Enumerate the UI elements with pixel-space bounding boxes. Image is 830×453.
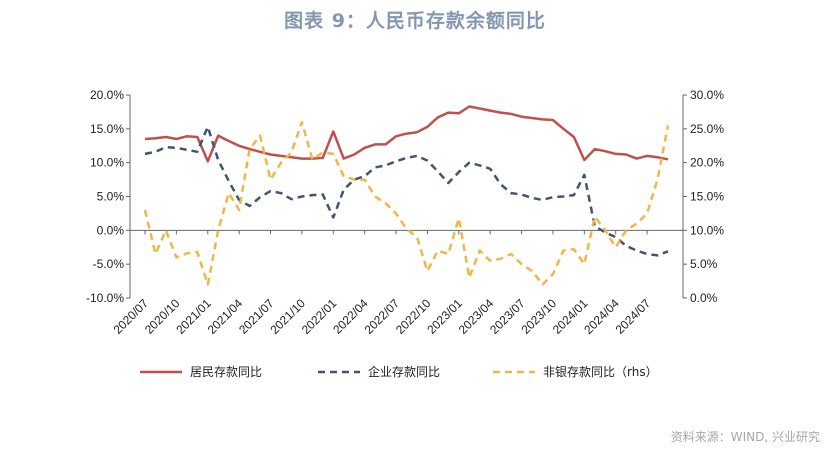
series-line-2 <box>143 120 670 286</box>
axes: -10.0% -5.0% 0.0% 5.0% 10.0% 15.0% 20.0% 0.0% 5.… <box>86 88 724 337</box>
left-tick-label: 15.0% <box>90 122 124 136</box>
legend: 居民存款同比 企业存款同比 非银存款同比（rhs） <box>140 364 658 379</box>
series-line-1 <box>144 125 669 257</box>
left-tick-label: -10.0% <box>86 291 124 305</box>
right-tick-label: 10.0% <box>690 223 724 237</box>
source-note: 资料来源：WIND, 兴业研究 <box>670 430 820 444</box>
left-tick-label: 0.0% <box>97 223 125 237</box>
series-line-0 <box>144 105 669 163</box>
legend-label-2: 非银存款同比（rhs） <box>543 365 658 379</box>
chart-title: 图表 9：人民币存款余额同比 <box>284 10 546 32</box>
right-tick-label: 15.0% <box>690 190 724 204</box>
left-tick-label: 20.0% <box>90 88 124 102</box>
right-tick-label: 5.0% <box>690 257 718 271</box>
right-tick-label: 0.0% <box>690 291 718 305</box>
left-tick-label: 5.0% <box>97 190 125 204</box>
right-tick-label: 20.0% <box>690 156 724 170</box>
legend-label-1: 企业存款同比 <box>368 364 440 379</box>
series-lines <box>143 105 670 286</box>
left-tick-label: 10.0% <box>90 156 124 170</box>
left-tick-label: -5.0% <box>93 257 125 271</box>
right-tick-label: 30.0% <box>690 88 724 102</box>
legend-label-0: 居民存款同比 <box>190 365 262 379</box>
x-tick-label: 2024/07 <box>613 296 654 337</box>
right-tick-label: 25.0% <box>690 122 724 136</box>
